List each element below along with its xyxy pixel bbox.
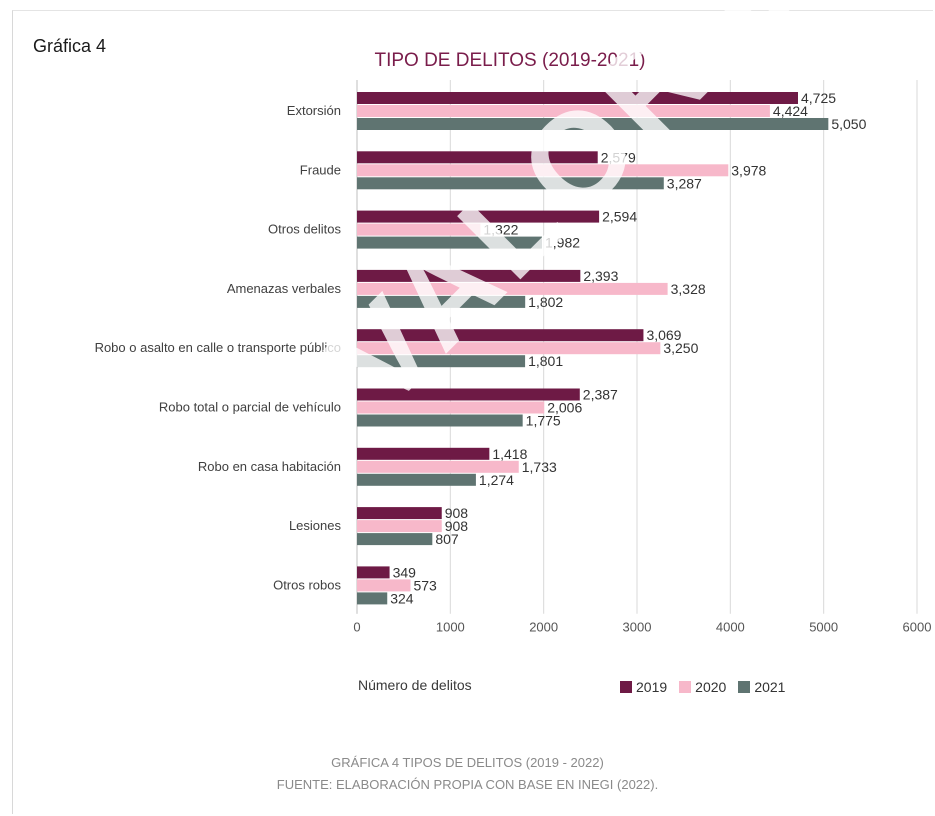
figure-frame: [12, 10, 933, 814]
data-label-2020: 4,424: [773, 103, 808, 119]
bar-2019: [357, 210, 600, 223]
bar-2020: [357, 520, 442, 533]
legend: 2019 2020 2021: [620, 679, 785, 695]
x-tick-label: 3000: [623, 620, 652, 635]
category-label: Amenazas verbales: [227, 281, 342, 296]
x-tick-label: 2000: [529, 620, 558, 635]
data-label-2019: 2,579: [601, 149, 636, 165]
data-label-2019: 2,594: [602, 209, 637, 225]
bar-2021: [357, 177, 664, 190]
bar-2020: [357, 105, 770, 117]
bar-2020: [357, 342, 661, 355]
legend-item-2019: 2019: [620, 679, 667, 695]
legend-item-2021: 2021: [738, 679, 785, 695]
legend-swatch-2021: [738, 681, 751, 693]
bar-2021: [357, 414, 523, 427]
data-label-2020: 3,250: [663, 340, 698, 356]
legend-label-2021: 2021: [754, 679, 786, 695]
legend-label-2019: 2019: [636, 679, 668, 695]
bar-2019: [357, 329, 644, 342]
bar-2020: [357, 460, 519, 473]
x-tick-label: 5000: [809, 620, 838, 635]
figure-caption: GRÁFICA 4 TIPOS DE DELITOS (2019 - 2022)…: [0, 752, 935, 796]
x-tick-label: 6000: [903, 620, 932, 635]
data-label-2019: 1,418: [492, 446, 527, 462]
bar-2021: [357, 592, 388, 605]
x-tick-label: 4000: [716, 620, 745, 635]
data-label-2021: 1,775: [526, 413, 561, 429]
x-tick-label: 0: [353, 620, 360, 635]
category-label: Otros delitos: [268, 222, 341, 237]
data-label-2019: 2,393: [583, 268, 618, 284]
caption-line-2: FUENTE: ELABORACIÓN PROPIA CON BASE EN I…: [276, 777, 659, 792]
bar-2021: [357, 355, 526, 368]
bar-2020: [357, 282, 668, 295]
category-label: Otros robos: [273, 577, 341, 592]
bar-2021: [357, 533, 433, 546]
figure-label: Gráfica 4: [33, 36, 107, 56]
bar-2020: [357, 401, 545, 414]
bar-2019: [357, 507, 442, 520]
bar-2020: [357, 223, 481, 236]
bar-2019: [357, 566, 390, 579]
legend-swatch-2020: [679, 681, 692, 693]
category-label: Robo total o parcial de vehículo: [159, 400, 341, 415]
bar-2019: [357, 269, 581, 282]
data-label-2020: 573: [413, 577, 437, 593]
data-label-2019: 2,387: [583, 387, 618, 403]
x-axis-label: Número de delitos: [358, 677, 472, 693]
data-label-2019: 3,069: [646, 327, 681, 343]
data-label-2021: 1,802: [528, 294, 563, 310]
data-label-2020: 3,978: [731, 162, 766, 178]
bar-2019: [357, 151, 598, 164]
bar-2021: [357, 473, 476, 486]
data-label-2021: 1,801: [528, 353, 563, 369]
bar-2021: [357, 236, 542, 249]
category-label: Fraude: [300, 162, 341, 177]
bar-2019: [357, 447, 490, 460]
category-label: Extorsión: [287, 103, 341, 118]
category-label: Lesiones: [289, 518, 342, 533]
category-label: Robo en casa habitación: [198, 459, 341, 474]
x-tick-label: 1000: [436, 620, 465, 635]
category-label: Robo o asalto en calle o transporte públ…: [95, 340, 341, 355]
data-label-2020: 3,328: [671, 281, 706, 297]
bar-2019: [357, 388, 580, 401]
bar-2019: [357, 92, 798, 104]
data-label-2021: 5,050: [831, 116, 866, 132]
legend-label-2020: 2020: [695, 679, 727, 695]
bar-chart: 0 1000 2000 3000 4000 5000 6000 Extorsión 4,7254…: [95, 80, 932, 635]
data-label-2021: 324: [390, 590, 414, 606]
data-label-2020: 2,006: [547, 400, 582, 416]
data-label-2021: 807: [435, 531, 459, 547]
data-label-2020: 1,733: [522, 459, 557, 475]
data-label-2019: 349: [393, 564, 417, 580]
bar-2021: [357, 118, 829, 130]
legend-swatch-2019: [620, 681, 632, 693]
chart-title: TIPO DE DELITOS (2019-2021): [374, 50, 646, 71]
legend-item-2020: 2020: [679, 679, 726, 695]
data-label-2021: 1,982: [545, 235, 580, 251]
data-label-2019: 908: [445, 505, 469, 521]
data-label-2020: 908: [445, 518, 469, 534]
bar-2020: [357, 579, 411, 592]
data-label-2021: 3,287: [667, 175, 702, 191]
data-label-2019: 4,725: [801, 90, 836, 106]
bar-2021: [357, 295, 526, 308]
caption-line-1: GRÁFICA 4 TIPOS DE DELITOS (2019 - 2022): [331, 755, 604, 770]
bar-2020: [357, 164, 729, 177]
data-label-2020: 1,322: [483, 222, 518, 238]
data-label-2021: 1,274: [479, 472, 514, 488]
